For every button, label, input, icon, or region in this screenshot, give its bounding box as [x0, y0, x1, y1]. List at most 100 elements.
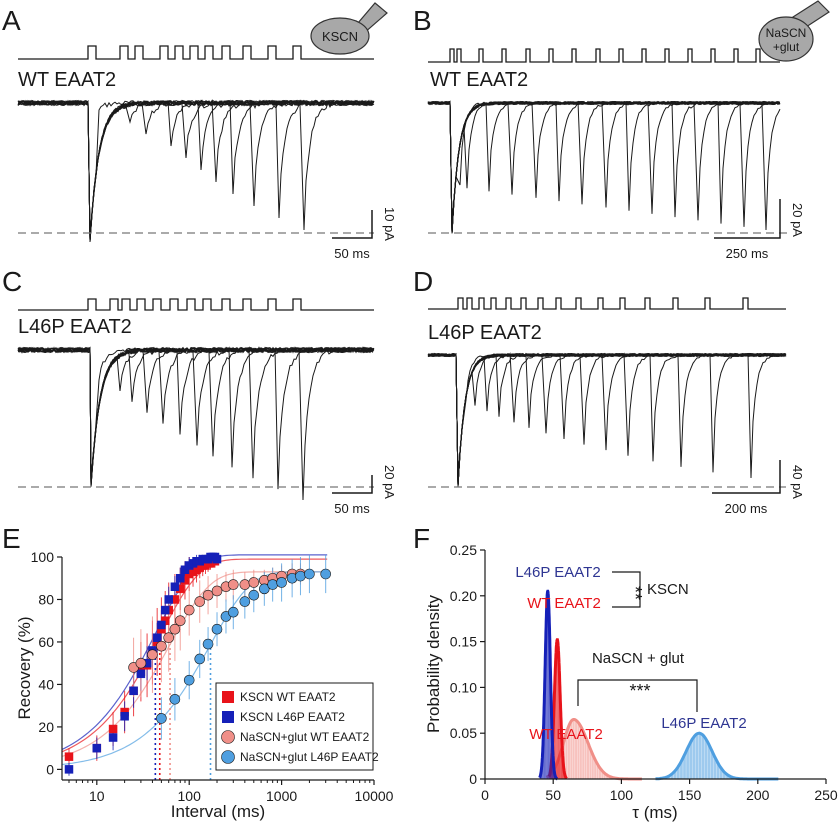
data-point — [295, 570, 306, 582]
data-point — [135, 657, 147, 669]
x-tick-label: 10 — [89, 788, 105, 804]
scale-y-b: 20 pA — [790, 203, 805, 237]
histogram-bar — [570, 720, 573, 779]
histogram-bar — [601, 771, 604, 779]
panel-a: WT EAAT2 KSCN 50 ms 10 pA — [17, 2, 397, 261]
histogram-bar — [676, 766, 680, 779]
histogram-bar — [554, 675, 556, 779]
data-point — [248, 577, 260, 588]
trace-sweep — [427, 352, 786, 486]
trace-sweep — [427, 100, 780, 233]
sig-kscn: ** — [625, 586, 645, 600]
x-tick-label: 50 — [545, 787, 561, 803]
histogram-bar — [558, 664, 560, 779]
histogram-bar — [547, 591, 549, 779]
trace-sweep — [17, 346, 374, 486]
data-point — [320, 568, 331, 580]
data-point — [108, 724, 118, 734]
data-point — [194, 596, 206, 607]
x-axis-title-e: Interval (ms) — [171, 802, 265, 821]
legend-label: KSCN WT EAAT2 — [240, 690, 336, 704]
trace-sweep — [427, 352, 786, 486]
data-point — [227, 579, 239, 590]
histogram-bar — [586, 743, 590, 779]
y-tick-label: 0.10 — [450, 679, 477, 695]
data-point — [194, 653, 206, 665]
y-tick-label: 0.15 — [450, 634, 477, 650]
histogram-bar — [548, 602, 550, 779]
histogram-bar — [556, 646, 557, 779]
panel-letter-c: C — [2, 266, 22, 297]
histogram-bar — [567, 725, 570, 779]
legend-marker — [221, 730, 235, 744]
data-point — [136, 669, 146, 679]
data-point — [211, 623, 223, 635]
y-tick-label: 0.25 — [450, 542, 477, 558]
data-point — [212, 554, 222, 564]
legend-e: KSCN WT EAAT2 KSCN L46P EAAT2 NaSCN+glut W… — [215, 682, 379, 771]
histogram-bar — [692, 736, 696, 779]
histogram-bar — [557, 639, 558, 779]
drug-label-a: KSCN — [322, 29, 358, 44]
panel-c-title: L46P EAAT2 — [18, 316, 132, 338]
histogram-bar — [686, 747, 689, 779]
label-wt-nascn: WT EAAT2 — [529, 726, 603, 743]
y-tick-label: 0.20 — [450, 588, 477, 604]
data-point — [227, 606, 239, 618]
label-nascn: NaSCN + glut — [592, 650, 685, 667]
legend-marker — [221, 750, 235, 764]
data-point — [156, 640, 167, 652]
histogram-bar — [606, 775, 609, 779]
histogram-bar — [695, 733, 699, 779]
trace-sweep — [17, 99, 374, 241]
histogram-bar — [565, 731, 568, 779]
histogram-bar — [553, 701, 555, 779]
trace-sweep — [427, 100, 780, 234]
histogram-bar — [572, 719, 575, 779]
histogram-bar — [704, 739, 708, 779]
histogram-bar — [594, 760, 597, 779]
histogram-bar — [575, 720, 578, 779]
x-tick-label: 1000 — [266, 788, 297, 804]
axes-e — [61, 557, 374, 781]
x-tick-label: 100 — [610, 787, 634, 803]
drug-label-b-line1: NaSCN — [766, 26, 807, 40]
histogram-bar — [680, 760, 683, 779]
histogram-bar — [591, 754, 594, 779]
scalebar-d — [712, 460, 781, 494]
histogram-bar — [557, 646, 559, 779]
trace-sweep — [17, 99, 375, 243]
data-point — [267, 579, 278, 590]
data-point — [64, 765, 74, 774]
trace-sweep — [427, 100, 780, 233]
scale-x-b: 250 ms — [726, 246, 769, 261]
histogram-bar — [559, 689, 561, 779]
data-point — [239, 579, 251, 590]
chart-f: 0 0.05 0.10 0.15 0.20 0.25 0 50 100 150 200 250 Pr… — [424, 542, 838, 822]
x-tick-label: 200 — [746, 787, 770, 803]
trace-sweep — [17, 99, 374, 241]
histogram-bar — [558, 654, 560, 779]
panel-d: L46P EAAT2 200 ms 40 pA — [427, 297, 805, 516]
trace-sweep — [427, 352, 786, 486]
data-point — [129, 686, 138, 696]
trace-sweep — [427, 352, 787, 487]
x-tick-label: 10000 — [355, 788, 394, 804]
trace-sweep — [17, 99, 374, 242]
density-curve — [538, 589, 558, 781]
trace-sweep — [17, 99, 375, 242]
x-axis-title-f: τ (ms) — [632, 803, 677, 822]
histogram-bar — [598, 768, 601, 779]
histogram-bar — [545, 648, 546, 779]
trace-sweep — [17, 99, 374, 242]
data-point — [160, 605, 170, 615]
data-point — [156, 713, 167, 724]
trace-sweep — [17, 99, 375, 241]
label-kscn: KSCN — [647, 581, 689, 598]
y-tick-label: 20 — [38, 719, 54, 735]
panel-letter-a: A — [2, 5, 21, 36]
distributions — [538, 589, 779, 781]
data-point — [239, 596, 251, 607]
histogram-bar — [683, 754, 686, 779]
